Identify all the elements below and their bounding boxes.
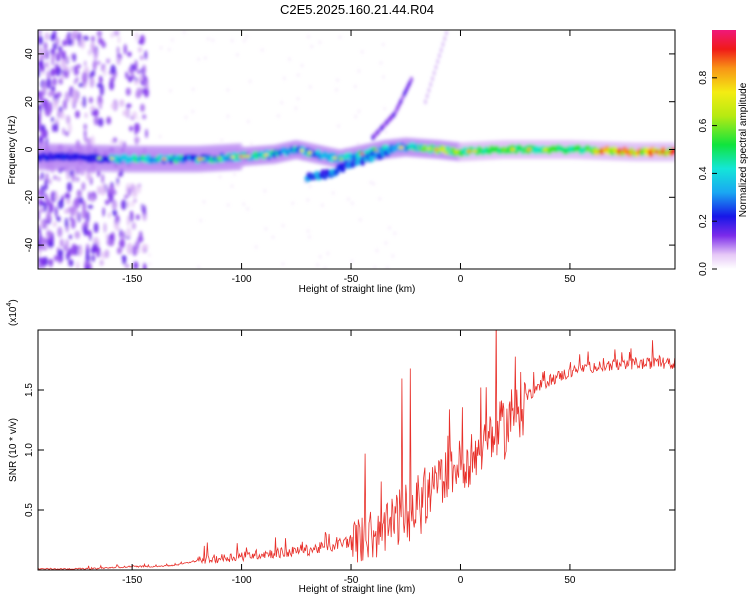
x-tick-label: -100 (232, 575, 252, 586)
x-tick-label: -50 (344, 575, 359, 586)
spectrogram-y-axis-label: Frequency (Hz) (7, 116, 18, 185)
colorbar-ticks: 0.0 0.2 0.4 0.6 0.8 (698, 70, 717, 276)
colorbar-tick-label: 0.2 (698, 214, 709, 228)
colorbar-label: Normalized spectral amplitude (738, 82, 749, 217)
x-tick-label: 0 (458, 274, 464, 285)
snr-y-axis-label: SNR (10 * v/v) (8, 418, 19, 482)
spectrogram-y-ticks: -40 -20 0 20 40 (24, 48, 675, 252)
y-tick-label: 20 (24, 96, 35, 108)
y-tick-label: 0 (24, 146, 35, 152)
snr-scale-prefix: (x10 (8, 306, 19, 326)
x-tick-label: -50 (344, 274, 359, 285)
snr-panel: -150 -100 -50 0 50 0.5 1.0 1.5 Height of strai… (6, 299, 676, 595)
snr-x-axis-label: Height of straight line (km) (299, 584, 416, 595)
colorbar-tick-label: 0.6 (698, 118, 709, 132)
y-tick-label: -20 (24, 190, 35, 205)
snr-scale-exponent: 4 (6, 303, 13, 307)
colorbar-tick-label: 0.4 (698, 166, 709, 180)
x-tick-label: 0 (458, 575, 464, 586)
x-tick-label: 50 (564, 575, 576, 586)
colorbar-tick-label: 0.8 (698, 70, 709, 84)
snr-series-line (38, 330, 675, 570)
snr-scale-note: (x104) (6, 299, 19, 326)
snr-scale-suffix: ) (8, 299, 19, 302)
spectrogram-x-axis-label: Height of straight line (km) (299, 284, 416, 295)
x-tick-label: -100 (232, 274, 252, 285)
snr-line-layer (38, 330, 675, 570)
figure-title: C2E5.2025.160.21.44.R04 (280, 2, 434, 17)
snr-y-ticks: 0.5 1.0 1.5 (24, 383, 675, 517)
colorbar-gradient (712, 30, 736, 269)
y-tick-label: 1.5 (24, 383, 35, 397)
y-tick-label: 40 (24, 48, 35, 60)
svg-text:(x104): (x104) (6, 299, 19, 326)
spectrogram-heatmap (38, 30, 675, 269)
x-tick-label: -150 (122, 274, 142, 285)
colorbar: 0.0 0.2 0.4 0.6 0.8 Normalized spectral ampl… (698, 30, 749, 276)
spectrogram-x-ticks: -150 -100 -50 0 50 (122, 30, 576, 285)
y-tick-label: 1.0 (24, 443, 35, 457)
x-tick-label: -150 (122, 575, 142, 586)
snr-x-ticks: -150 -100 -50 0 50 (122, 330, 576, 586)
y-tick-label: 0.5 (24, 503, 35, 517)
x-tick-label: 50 (564, 274, 576, 285)
spectrogram-panel: -150 -100 -50 0 50 -40 -20 0 20 40 Height of str… (7, 29, 676, 295)
y-tick-label: -40 (24, 237, 35, 252)
colorbar-tick-label: 0.0 (698, 262, 709, 276)
